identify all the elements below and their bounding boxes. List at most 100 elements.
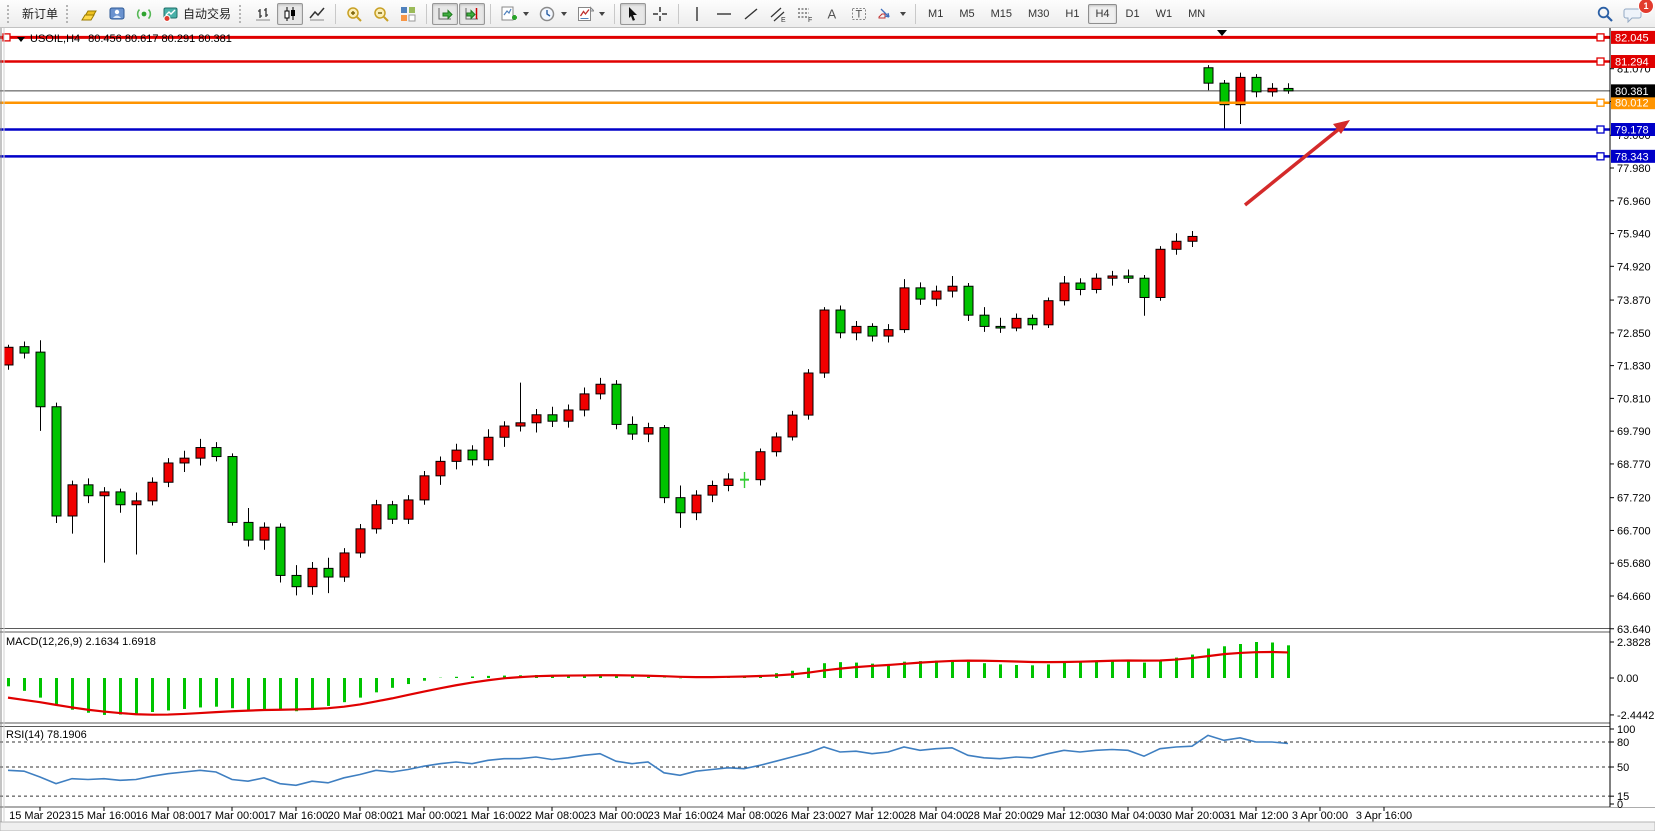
signal-icon[interactable]	[131, 3, 157, 25]
svg-text:21 Mar 00:00: 21 Mar 00:00	[392, 810, 457, 822]
timeframe-button-M1[interactable]: M1	[921, 4, 950, 24]
svg-text:17 Mar 00:00: 17 Mar 00:00	[200, 810, 265, 822]
svg-text:78.343: 78.343	[1615, 151, 1649, 163]
horizontal-line-82.045[interactable]	[0, 33, 1610, 42]
price-label-box	[1611, 123, 1655, 137]
horizontal-line-81.294[interactable]	[0, 57, 1610, 66]
timeframe-button-W1[interactable]: W1	[1149, 4, 1180, 24]
svg-text:26 Mar 23:00: 26 Mar 23:00	[776, 810, 841, 822]
svg-text:73.870: 73.870	[1617, 295, 1651, 307]
price-label-box	[1611, 30, 1655, 44]
price-label-box	[1611, 84, 1655, 98]
timeframe-button-H1[interactable]: H1	[1058, 4, 1086, 24]
rsi-pane[interactable]	[0, 734, 1610, 797]
chart-canvas[interactable]: 81.07080.05079.00077.98076.96075.94074.9…	[0, 28, 1655, 831]
channel-sub-label: E	[781, 17, 786, 23]
toolbar-grip[interactable]	[66, 4, 73, 23]
toolbar-grip[interactable]	[7, 4, 14, 23]
price-label-box	[1611, 55, 1655, 69]
svg-text:24 Mar 08:00: 24 Mar 08:00	[712, 810, 777, 822]
label-tool-glyph: T	[856, 8, 863, 20]
notification-badge[interactable]: 1	[1638, 0, 1654, 14]
line-handle[interactable]	[2, 33, 11, 42]
macd-pane[interactable]	[7, 642, 1290, 716]
crosshair-button[interactable]	[647, 3, 673, 25]
svg-text:16 Mar 08:00: 16 Mar 08:00	[136, 810, 201, 822]
price-label-box	[1611, 96, 1655, 110]
periods-clock-button[interactable]	[534, 3, 571, 25]
svg-text:76.960: 76.960	[1617, 196, 1651, 208]
svg-text:0.00: 0.00	[1617, 673, 1638, 685]
svg-text:80: 80	[1617, 737, 1629, 749]
templates-button[interactable]	[572, 3, 609, 25]
arrows-tool-button[interactable]	[873, 3, 910, 25]
trendline-tool-button[interactable]	[738, 3, 764, 25]
line-handle[interactable]	[1596, 152, 1605, 161]
line-handle[interactable]	[1596, 125, 1605, 134]
svg-text:64.660: 64.660	[1617, 591, 1651, 603]
svg-text:66.700: 66.700	[1617, 525, 1651, 537]
svg-text:-2.4442: -2.4442	[1617, 710, 1654, 722]
auto-trading-button[interactable]: 自动交易	[158, 3, 235, 25]
chart-shift-button[interactable]	[459, 2, 486, 25]
window-bottom-strip	[0, 821, 1655, 831]
equidistant-channel-tool-button[interactable]: E	[765, 3, 791, 25]
svg-text:71.830: 71.830	[1617, 361, 1651, 373]
timeframe-button-H4[interactable]: H4	[1088, 3, 1117, 24]
new-order-button[interactable]: 新订单	[18, 3, 62, 25]
zoom-in-button[interactable]	[341, 3, 367, 25]
svg-text:69.790: 69.790	[1617, 426, 1651, 438]
timeframe-button-D1[interactable]: D1	[1119, 4, 1147, 24]
svg-text:70.810: 70.810	[1617, 393, 1651, 405]
svg-text:28 Mar 20:00: 28 Mar 20:00	[968, 810, 1033, 822]
timeframe-button-M15[interactable]: M15	[984, 4, 1019, 24]
horizontal-line-tool-button[interactable]	[711, 3, 737, 25]
text-tool-button[interactable]: A	[819, 3, 845, 25]
svg-text:74.920: 74.920	[1617, 261, 1651, 273]
svg-text:65.680: 65.680	[1617, 558, 1651, 570]
timeframe-button-MN[interactable]: MN	[1181, 4, 1212, 24]
svg-text:15 Mar 2023: 15 Mar 2023	[9, 810, 71, 822]
terminal-icon[interactable]	[104, 3, 130, 25]
toolbar-grip[interactable]	[239, 4, 246, 23]
svg-text:15: 15	[1617, 791, 1629, 803]
add-indicator-button[interactable]	[496, 3, 533, 25]
line-handle[interactable]	[1596, 57, 1605, 66]
svg-text:30 Mar 20:00: 30 Mar 20:00	[1160, 810, 1225, 822]
main-price-pane[interactable]	[0, 30, 1610, 596]
svg-text:20 Mar 08:00: 20 Mar 08:00	[328, 810, 393, 822]
text-tool-glyph: A	[828, 6, 837, 21]
price-axis[interactable]: 81.07080.05079.00077.98076.96075.94074.9…	[1609, 28, 1655, 811]
svg-text:68.770: 68.770	[1617, 459, 1651, 471]
macd-signal-line	[7, 650, 1289, 716]
svg-text:15 Mar 16:00: 15 Mar 16:00	[72, 810, 137, 822]
svg-text:3 Apr 00:00: 3 Apr 00:00	[1292, 810, 1348, 822]
horizontal-line-78.343[interactable]	[0, 152, 1610, 161]
zoom-out-button[interactable]	[368, 3, 394, 25]
fibonacci-tool-button[interactable]: F	[792, 3, 818, 25]
time-axis[interactable]: 15 Mar 2023 15 Mar 16:00 16 Mar 08:00 17 Ma…	[0, 807, 1655, 823]
line-handle[interactable]	[1596, 33, 1605, 42]
svg-text:72.850: 72.850	[1617, 328, 1651, 340]
gold-ingot-icon[interactable]	[77, 3, 103, 25]
candlestick-chart-type-button[interactable]	[277, 2, 304, 25]
text-label-tool-button[interactable]: T	[846, 3, 872, 25]
bar-chart-type-button[interactable]	[250, 3, 276, 25]
auto-scroll-button[interactable]	[432, 2, 459, 25]
search-icon[interactable]	[1592, 3, 1618, 25]
timeframe-button-M5[interactable]: M5	[952, 4, 981, 24]
toolbar: 新订单 自动交易	[0, 0, 1655, 28]
vertical-line-tool-button[interactable]	[684, 3, 710, 25]
svg-text:23 Mar 00:00: 23 Mar 00:00	[584, 810, 649, 822]
svg-text:31 Mar 12:00: 31 Mar 12:00	[1224, 810, 1289, 822]
timeframe-button-M30[interactable]: M30	[1021, 4, 1056, 24]
cursor-button[interactable]	[620, 2, 647, 25]
chart-background[interactable]	[0, 28, 1655, 831]
line-handle[interactable]	[1596, 98, 1605, 107]
svg-text:81.294: 81.294	[1615, 57, 1649, 69]
line-chart-type-button[interactable]	[304, 3, 330, 25]
tile-windows-button[interactable]	[395, 3, 421, 25]
fibo-sub-label: F	[808, 17, 812, 23]
trend-arrow-object[interactable]	[1243, 120, 1350, 207]
horizontal-line-80.012[interactable]	[0, 98, 1610, 107]
